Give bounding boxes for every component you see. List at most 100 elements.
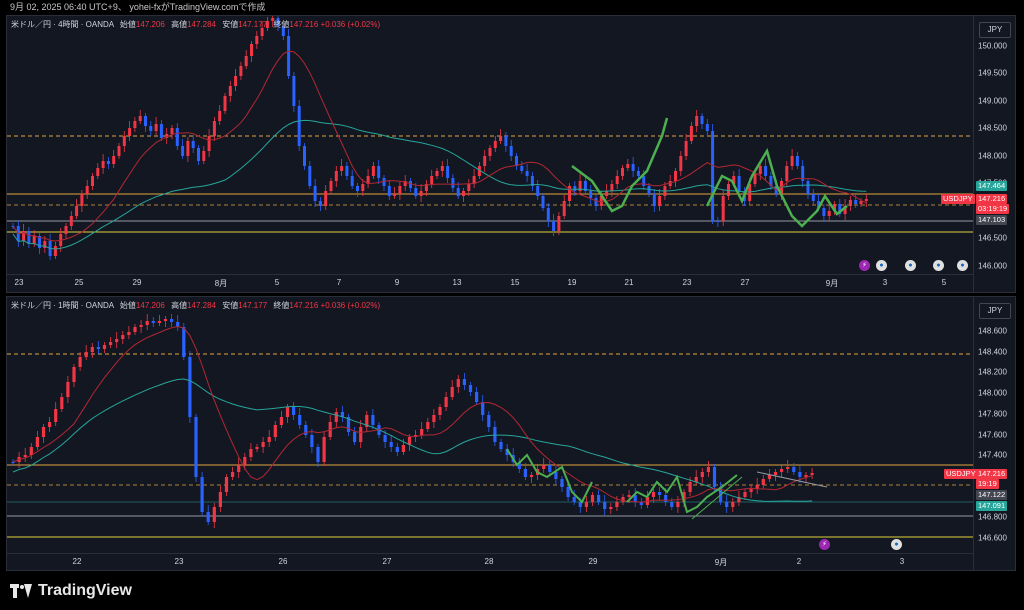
candle-body (594, 198, 598, 206)
candle-body (181, 146, 185, 156)
candle-body (60, 397, 64, 409)
price-chart-4h[interactable] (7, 16, 973, 274)
candle-body (356, 186, 359, 191)
candle-body (749, 489, 753, 492)
candle-body (334, 171, 338, 181)
candle-body (584, 502, 588, 507)
candle-body (684, 141, 688, 156)
economic-event-icon[interactable]: ⚡ (859, 260, 870, 271)
zigzag-indicator-b (626, 474, 738, 514)
candle-body (597, 495, 601, 502)
plot-area-4h[interactable]: 米ドル／円 · 4時間 · OANDA 始値147.206 高値147.284 … (7, 16, 973, 274)
time-axis-4h[interactable]: 23 25 29 8月 5 7 9 13 15 19 21 23 27 9月 3 5 (7, 274, 973, 292)
candle-body (303, 146, 306, 166)
candle-body (350, 176, 354, 186)
us-flag-event-icon[interactable]: ● (891, 539, 902, 550)
zigzag-indicator-b (705, 147, 848, 228)
candle-body (197, 148, 200, 161)
candle-body (748, 184, 752, 201)
candle-body (29, 447, 33, 455)
candle-body (22, 231, 26, 241)
candle-body (773, 472, 778, 475)
candle-body (346, 417, 351, 432)
time-tick-label: 23 (174, 557, 184, 566)
candle-body (627, 495, 631, 497)
candle-body (157, 321, 161, 323)
candle-body (446, 166, 450, 178)
high-label: 高値 (171, 20, 188, 29)
currency-button[interactable]: JPY (979, 303, 1011, 319)
candle-body (689, 126, 693, 141)
candle-body (249, 449, 253, 457)
candle-body (578, 502, 582, 507)
candle-body (790, 156, 794, 166)
candle-body (165, 134, 169, 138)
candle-body (231, 472, 235, 477)
candle-body (80, 194, 84, 206)
candle-body (536, 186, 540, 196)
candle-body (695, 116, 699, 126)
price-axis-4h[interactable]: JPY 150.000 149.500 149.000 148.500 148.000 1… (973, 16, 1015, 292)
candle-body (115, 339, 119, 342)
candle-body (633, 495, 637, 502)
chart-panel-1h[interactable]: 米ドル／円 · 1時間 · OANDA 始値147.206 高値147.284 … (6, 296, 1016, 571)
candle-body (96, 347, 100, 349)
candle-body (395, 447, 399, 452)
candle-body (566, 487, 570, 497)
candle-body (170, 319, 174, 322)
candle-body (664, 495, 668, 502)
price-tick-label: 149.000 (978, 96, 1007, 106)
price-axis-1h[interactable]: JPY 148.600 148.400 148.200 148.000 147.800 1… (973, 297, 1015, 570)
time-axis-1h[interactable]: 22 23 26 27 28 29 9月 2 3 (7, 553, 973, 570)
candle-body (647, 186, 651, 194)
us-flag-event-icon[interactable]: ● (957, 260, 968, 271)
candle-body (732, 176, 736, 184)
low-value: 147.177 (238, 20, 268, 29)
symbol-tag: USDJPY (944, 469, 978, 479)
us-flag-event-icon[interactable]: ● (933, 260, 944, 271)
time-tick-label: 21 (624, 278, 634, 287)
candle-body (420, 429, 424, 435)
chart-panel-4h[interactable]: 米ドル／円 · 4時間 · OANDA 始値147.206 高値147.284 … (6, 15, 1016, 293)
candle-body (66, 382, 70, 397)
time-tick-label: 25 (74, 278, 84, 287)
candle-body (568, 186, 571, 201)
candle-body (610, 184, 614, 191)
high-value: 147.284 (187, 301, 216, 310)
candle-body (562, 201, 566, 216)
candle-body (780, 469, 784, 472)
candle-body (298, 415, 302, 425)
candle-body (138, 116, 142, 121)
candle-body (176, 322, 180, 327)
candle-body (102, 345, 107, 349)
candle-body (451, 178, 455, 188)
us-flag-event-icon[interactable]: ● (905, 260, 916, 271)
price-tick-label: 147.800 (978, 409, 1007, 419)
candle-body (310, 435, 314, 447)
candle-body (43, 241, 47, 248)
open-label: 始値 (119, 301, 136, 310)
candle-body (589, 191, 593, 198)
price-chart-1h[interactable] (7, 297, 973, 553)
candle-body (393, 194, 397, 196)
candle-body (817, 201, 821, 208)
price-tick-label: 148.500 (978, 123, 1007, 133)
candle-body (194, 417, 198, 477)
candle-body (658, 196, 662, 206)
tradingview-logo[interactable]: TradingView (10, 582, 132, 600)
close-value: 147.216 (289, 301, 319, 310)
candle-body (287, 36, 291, 76)
economic-event-icon[interactable]: ⚡ (819, 539, 830, 550)
candle-body (493, 427, 497, 442)
candle-body (785, 166, 789, 181)
candle-body (144, 116, 147, 126)
candle-body (78, 357, 82, 367)
plot-area-1h[interactable]: 米ドル／円 · 1時間 · OANDA 始値147.206 高値147.284 … (7, 297, 973, 553)
us-flag-event-icon[interactable]: ● (876, 260, 887, 271)
candle-body (35, 437, 39, 447)
currency-button[interactable]: JPY (979, 22, 1011, 38)
candle-body (304, 425, 308, 435)
candle-body (438, 407, 442, 415)
candle-body (224, 477, 229, 492)
candle-body (626, 164, 630, 168)
